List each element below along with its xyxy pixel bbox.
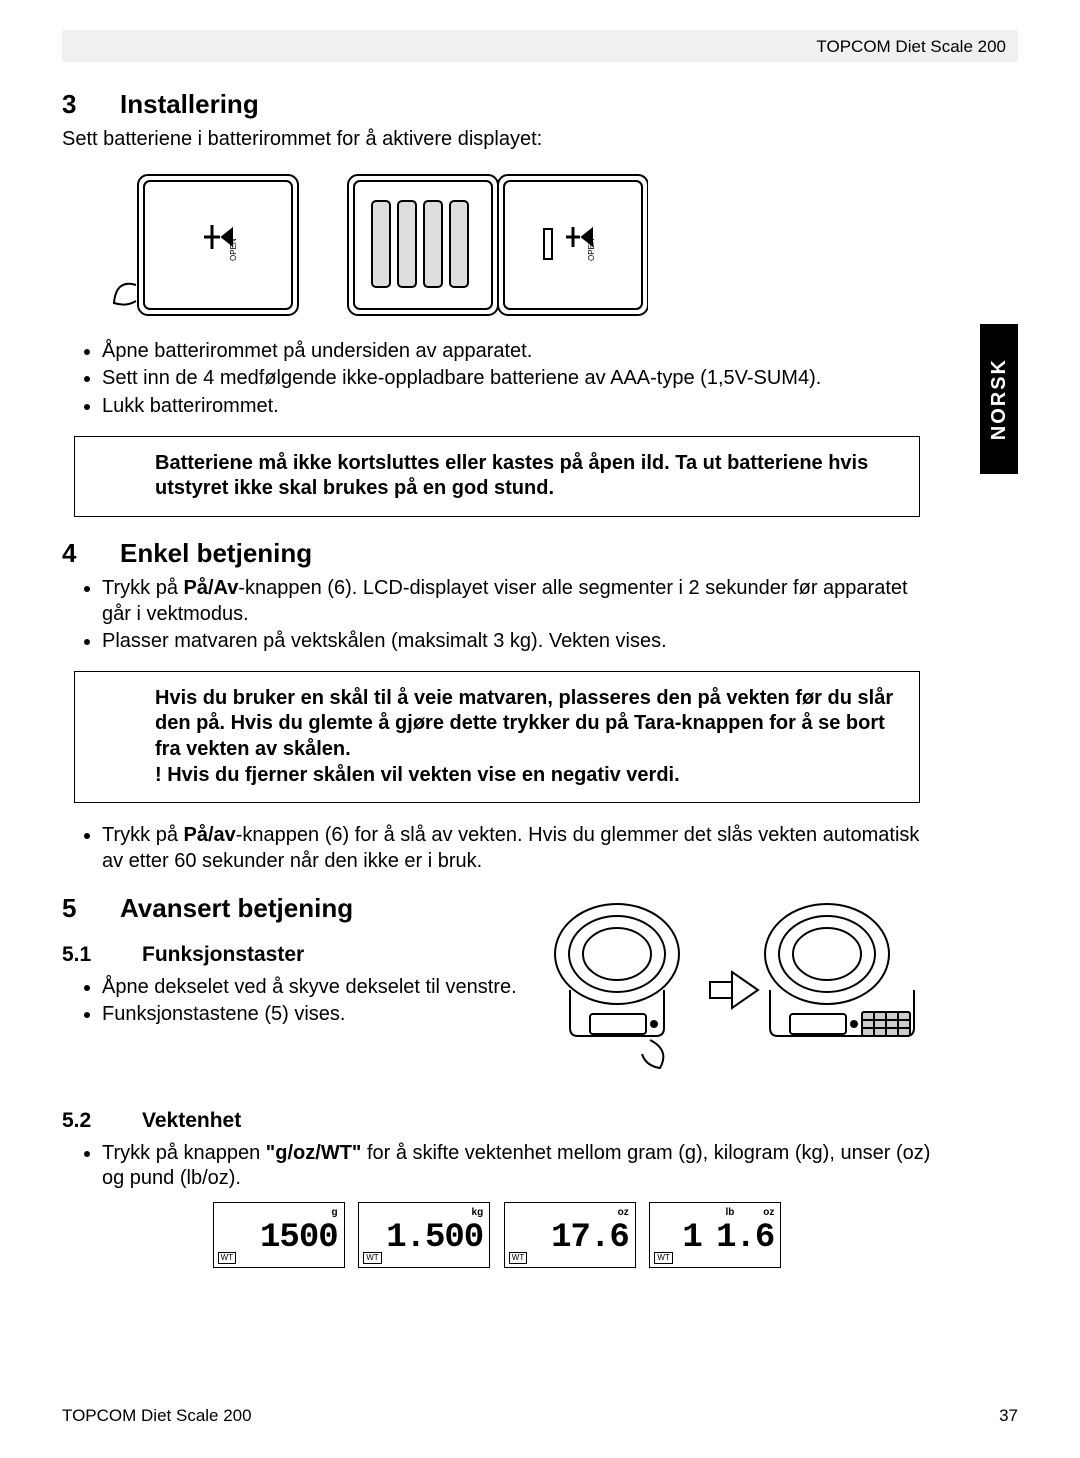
battery-figure: OPEN: [108, 165, 932, 325]
section-5-2-list: Trykk på knappen "g/oz/WT" for å skifte …: [62, 1141, 932, 1192]
svg-text:OPEN: OPEN: [587, 238, 596, 261]
lcd-wt-label: WT: [363, 1252, 381, 1264]
page: TOPCOM Diet Scale 200 NORSK 3Installerin…: [0, 0, 1080, 1458]
section-4-heading: 4Enkel betjening: [62, 537, 932, 570]
section-3-intro: Sett batteriene i batterirommet for å ak…: [62, 127, 932, 153]
section-4-note: Hvis du bruker en skål til å veie matvar…: [74, 671, 920, 803]
list-item: Sett inn de 4 medfølgende ikke-oppladbar…: [102, 366, 932, 392]
header-bar: TOPCOM Diet Scale 200: [62, 30, 1018, 62]
svg-text:OPEN: OPEN: [229, 238, 238, 261]
lcd-wt-label: WT: [509, 1252, 527, 1264]
text-bold: På/Av: [184, 577, 239, 599]
list-item: Trykk på knappen "g/oz/WT" for å skifte …: [102, 1141, 932, 1192]
section-3-note: Batteriene må ikke kortsluttes eller kas…: [74, 436, 920, 517]
list-item: Lukk batterirommet.: [102, 394, 932, 420]
lcd-display: WT oz 17.6: [504, 1202, 636, 1268]
lcd-value: 1.500: [386, 1217, 483, 1261]
section-5-1-title: Funksjonstaster: [142, 943, 304, 966]
lcd-value: 17.6: [551, 1217, 629, 1261]
footer-page-number: 37: [999, 1406, 1018, 1426]
section-4-title: Enkel betjening: [120, 538, 312, 568]
lcd-display: WT kg 1.500: [358, 1202, 490, 1268]
scale-figure: [532, 894, 932, 1102]
section-4-list-b: Trykk på På/av-knappen (6) for å slå av …: [62, 823, 932, 874]
list-item: Funksjonstastene (5) vises.: [102, 1002, 532, 1028]
section-5-number: 5: [62, 892, 120, 925]
lcd-wt-label: WT: [218, 1252, 236, 1264]
section-5-2-number: 5.2: [62, 1108, 142, 1135]
lcd-row: WT g 1500 WT kg 1.500 WT oz 17.6 WT lb: [62, 1202, 932, 1268]
section-3-heading: 3Installering: [62, 88, 932, 121]
list-item: Trykk på På/Av-knappen (6). LCD-displaye…: [102, 576, 932, 627]
battery-diagram-icon: OPEN: [108, 165, 648, 325]
lcd-value-left: 1: [682, 1217, 702, 1261]
header-product: TOPCOM Diet Scale 200: [816, 37, 1006, 57]
note-line: Hvis du bruker en skål til å veie matvar…: [155, 686, 899, 763]
text-bold: På/av: [184, 824, 236, 846]
lcd-value: 1.6: [716, 1217, 774, 1261]
language-tab: NORSK: [980, 324, 1018, 474]
lcd-value: 1500: [260, 1217, 338, 1261]
language-tab-label: NORSK: [988, 358, 1011, 440]
section-5-title: Avansert betjening: [120, 893, 353, 923]
section-5-1-heading: 5.1Funksjonstaster: [62, 942, 532, 969]
section-3-number: 3: [62, 88, 120, 121]
section-4-list-a: Trykk på På/Av-knappen (6). LCD-displaye…: [62, 576, 932, 655]
lcd-display: WT g 1500: [213, 1202, 345, 1268]
footer-product: TOPCOM Diet Scale 200: [62, 1406, 252, 1426]
section-3-title: Installering: [120, 89, 259, 119]
text: Trykk på: [102, 577, 184, 599]
lcd-display: WT lb oz 1 1.6: [649, 1202, 781, 1268]
note-line: ! Hvis du fjerner skålen vil vekten vise…: [155, 763, 899, 789]
list-item: Åpne batterirommet på undersiden av appa…: [102, 339, 932, 365]
list-item: Trykk på På/av-knappen (6) for å slå av …: [102, 823, 932, 874]
text: Trykk på: [102, 824, 184, 846]
section-3-list: Åpne batterirommet på undersiden av appa…: [62, 339, 932, 420]
lcd-wt-label: WT: [654, 1252, 672, 1264]
section-5-1-list: Åpne dekselet ved å skyve dekselet til v…: [62, 975, 532, 1028]
text: Trykk på knappen: [102, 1142, 266, 1164]
section-5-1-number: 5.1: [62, 942, 142, 969]
section-5: 5Avansert betjening: [62, 892, 932, 1267]
text-bold: "g/oz/WT": [266, 1142, 362, 1164]
list-item: Åpne dekselet ved å skyve dekselet til v…: [102, 975, 532, 1001]
section-5-2-heading: 5.2Vektenhet: [62, 1108, 932, 1135]
list-item: Plasser matvaren på vektskålen (maksimal…: [102, 629, 932, 655]
scale-diagram-icon: [532, 894, 932, 1094]
content: 3Installering Sett batteriene i batterir…: [62, 70, 932, 1268]
section-5-2-title: Vektenhet: [142, 1109, 241, 1132]
section-4-number: 4: [62, 537, 120, 570]
